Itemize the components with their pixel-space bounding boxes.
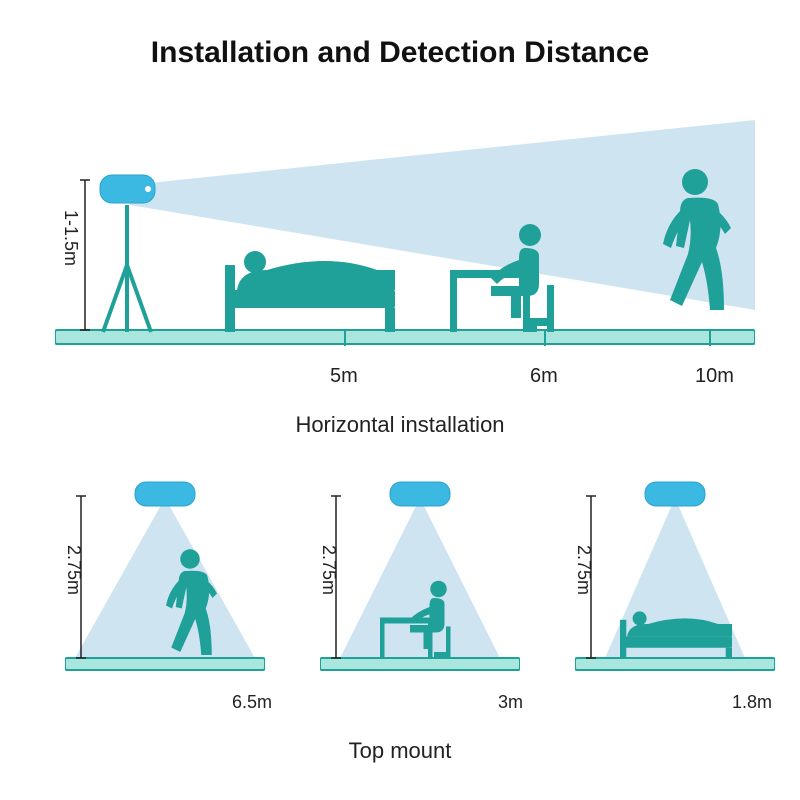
page-title: Installation and Detection Distance bbox=[0, 36, 800, 70]
sensor-top bbox=[135, 482, 195, 506]
section-label-horizontal: Horizontal installation bbox=[0, 412, 800, 438]
top-distance-2: 1.8m bbox=[732, 692, 772, 713]
top-height-2: 2.75m bbox=[573, 545, 594, 595]
top-mount-panel-walking bbox=[65, 480, 265, 680]
sensor-horizontal bbox=[100, 175, 155, 332]
top-mount-panel-sitting bbox=[320, 480, 520, 680]
ground-top bbox=[575, 658, 775, 670]
top-distance-0: 6.5m bbox=[232, 692, 272, 713]
ground-top bbox=[65, 658, 265, 670]
sensor-top bbox=[645, 482, 705, 506]
top-height-1: 2.75m bbox=[318, 545, 339, 595]
ground-top bbox=[320, 658, 520, 670]
horizontal-distance-1: 6m bbox=[530, 365, 558, 388]
horizontal-diagram bbox=[55, 120, 755, 360]
bed-with-person-icon bbox=[225, 251, 395, 332]
top-distance-1: 3m bbox=[498, 692, 523, 713]
beam-top bbox=[75, 498, 255, 658]
beam-horizontal bbox=[130, 120, 755, 310]
horizontal-distance-2: 10m bbox=[695, 365, 734, 388]
sensor-top bbox=[390, 482, 450, 506]
horizontal-distance-0: 5m bbox=[330, 365, 358, 388]
top-mount-panel-lying bbox=[575, 480, 775, 680]
top-height-0: 2.75m bbox=[63, 545, 84, 595]
horizontal-height-label: 1-1.5m bbox=[60, 210, 81, 266]
beam-top bbox=[340, 498, 500, 658]
ground-horizontal bbox=[55, 330, 755, 344]
section-label-topmount: Top mount bbox=[0, 738, 800, 764]
